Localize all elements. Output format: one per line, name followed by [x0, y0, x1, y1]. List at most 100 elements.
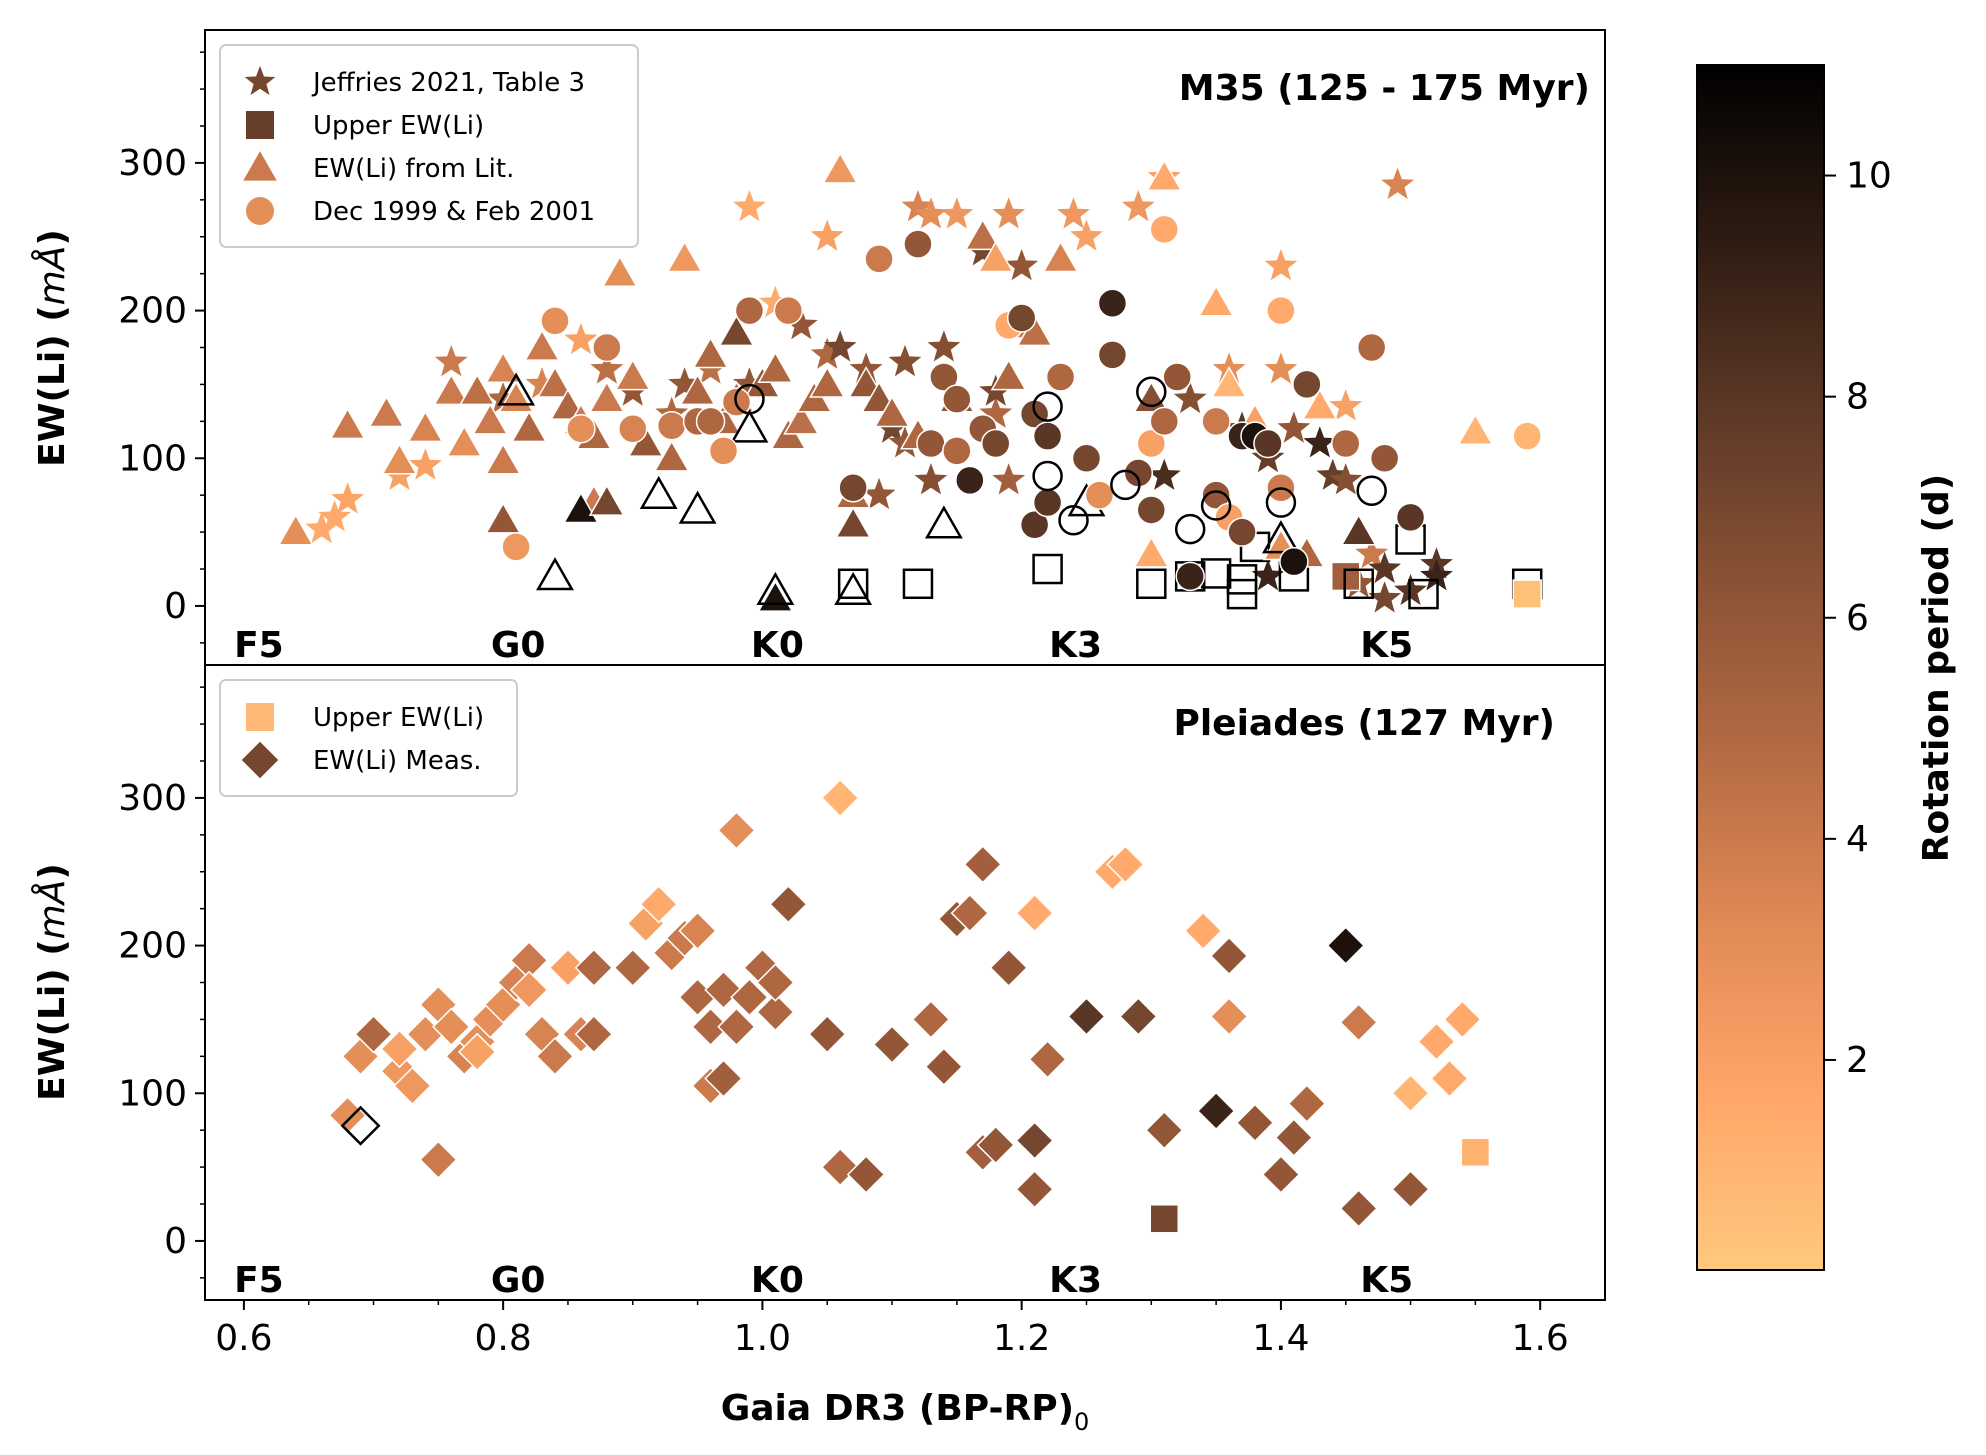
m35-triangle-point: [1210, 366, 1248, 398]
m35-triangle-point: [485, 442, 522, 475]
x-tick-label: 0.8: [475, 1318, 532, 1359]
m35-star-point: [1329, 389, 1363, 421]
m35-legend-square-marker: [246, 111, 274, 139]
m35-triangle-point: [614, 358, 651, 391]
m35-triangle-point: [277, 513, 314, 546]
m35-circle-point: [1110, 469, 1141, 501]
pleiades-diamond-point: [989, 948, 1028, 987]
pleiades-diamond-point: [1028, 1040, 1067, 1079]
m35-triangle-point: [588, 380, 625, 413]
m35-triangle-point: [536, 557, 574, 591]
colorbar-gradient: [1696, 64, 1825, 1271]
pleiades-diamond-point: [976, 1125, 1016, 1165]
m35-triangle-point: [329, 407, 366, 440]
pleiades-diamond-point: [911, 1000, 951, 1039]
pleiades-diamond-point: [509, 970, 549, 1010]
m35-star-point: [409, 448, 442, 480]
m35-spectral-type-f5: F5: [234, 625, 284, 666]
colorbar-tick-label: 10: [1846, 156, 1892, 197]
m35-circle-point: [838, 473, 868, 503]
pleiades-legend: Upper EW(Li) EW(Li) Meas.: [219, 679, 518, 797]
m35-star-point: [927, 330, 961, 362]
m35-triangle-point: [1146, 159, 1183, 192]
m35-star-point: [1303, 426, 1337, 458]
m35-circle-point: [1097, 288, 1128, 318]
m35-square-point: [1343, 568, 1374, 600]
pleiades-diamond-point: [1443, 1000, 1482, 1039]
m35-star-point: [823, 330, 857, 362]
m35-star-point: [1121, 190, 1155, 222]
pleiades-spectral-type-k3: K3: [1049, 1260, 1102, 1301]
pleiades-diamond-point: [340, 1105, 381, 1146]
m35-spectral-type-k0: K0: [751, 625, 804, 666]
m35-circle-point: [1136, 376, 1167, 408]
m35-star-point: [1070, 219, 1103, 251]
pleiades-diamond-point: [924, 1047, 964, 1086]
pleiades-legend-label: EW(Li) Meas.: [313, 746, 482, 776]
pleiades-diamond-point: [1209, 936, 1249, 976]
m35-triangle-point: [924, 505, 963, 539]
m35-star-point: [1005, 249, 1039, 281]
m35-legend-star-marker: [244, 65, 276, 95]
m35-legend-label: Jeffries 2021, Table 3: [311, 68, 585, 98]
x-tick-label: 1.2: [993, 1318, 1050, 1359]
m35-y-axis: 0 100 200 300: [118, 51, 205, 644]
pleiades-diamond-point: [1235, 1103, 1275, 1143]
m35-circle-point: [1071, 443, 1102, 474]
m35-star-point: [888, 345, 922, 377]
m35-triangle-point: [1133, 535, 1170, 568]
m35-star-point: [1173, 381, 1207, 414]
m35-triangle-point: [977, 240, 1014, 273]
m35-triangle-point: [756, 571, 795, 606]
m35-triangle-point: [783, 403, 820, 435]
m35-triangle-point: [601, 255, 638, 288]
m35-star-point: [940, 197, 974, 229]
pleiades-diamond-point: [1326, 926, 1366, 965]
m35-circle-point: [1174, 513, 1206, 545]
pleiades-diamond-point: [769, 884, 808, 924]
m35-triangle-point: [485, 501, 522, 534]
m35-star-point: [564, 322, 598, 355]
pleiades-diamond-point: [419, 1140, 458, 1179]
m35-star-point: [992, 463, 1026, 495]
pleiades-diamond-point: [846, 1155, 886, 1194]
m35-circle-point: [1136, 428, 1167, 459]
pleiades-y-axis: 0 100 200 300: [118, 686, 205, 1279]
pleiades-diamond-point: [380, 1029, 419, 1069]
m35-y-tick-label: 200: [118, 291, 187, 332]
m35-circle-point: [1369, 443, 1400, 474]
m35-triangle-point: [472, 403, 509, 435]
pleiades-diamond-point: [1015, 1121, 1054, 1160]
m35-circle-point: [618, 413, 648, 444]
m35-circle-point: [1032, 391, 1063, 422]
m35-square-point: [837, 568, 869, 600]
pleiades-y-tick-label: 100: [118, 1073, 187, 1114]
m35-star-point: [784, 308, 818, 340]
pleiades-diamond-point: [717, 811, 756, 850]
m35-panel: 0 100 200 300 F5 G0 K0 K3 K5 M35 (125 - 175 Myr…: [30, 29, 1606, 675]
colorbar: 2 4 6 8 10 Rotation period (d): [1696, 64, 1957, 1271]
m35-star-point: [733, 367, 766, 399]
m35-star-point: [1381, 167, 1414, 199]
m35-star-point: [434, 345, 468, 377]
x-tick-label: 1.0: [734, 1318, 791, 1359]
pleiades-diamond-point: [820, 778, 860, 818]
m35-circle-point: [864, 244, 894, 274]
pleiades-data-points: [328, 778, 1491, 1234]
pleiades-diamond-point: [1144, 1110, 1184, 1150]
m35-circle-point: [566, 413, 596, 444]
m35-legend-label: Upper EW(Li): [313, 111, 484, 141]
pleiades-diamond-point: [1391, 1169, 1430, 1209]
m35-triangle-point: [834, 571, 873, 606]
m35-triangle-point: [1457, 413, 1494, 446]
m35-spectral-type-g0: G0: [491, 625, 546, 666]
pleiades-diamond-point: [1067, 997, 1106, 1036]
m35-triangle-point: [666, 240, 703, 273]
m35-square-point: [1512, 579, 1542, 609]
m35-circle-point: [1175, 561, 1205, 592]
m35-triangle-point: [639, 475, 678, 510]
pleiades-diamond-point: [354, 1014, 393, 1054]
m35-star-point: [1277, 411, 1311, 443]
m35-star-point: [590, 352, 624, 384]
pleiades-x-axis: 0.6 0.8 1.0 1.2 1.4 1.6: [215, 1300, 1569, 1359]
